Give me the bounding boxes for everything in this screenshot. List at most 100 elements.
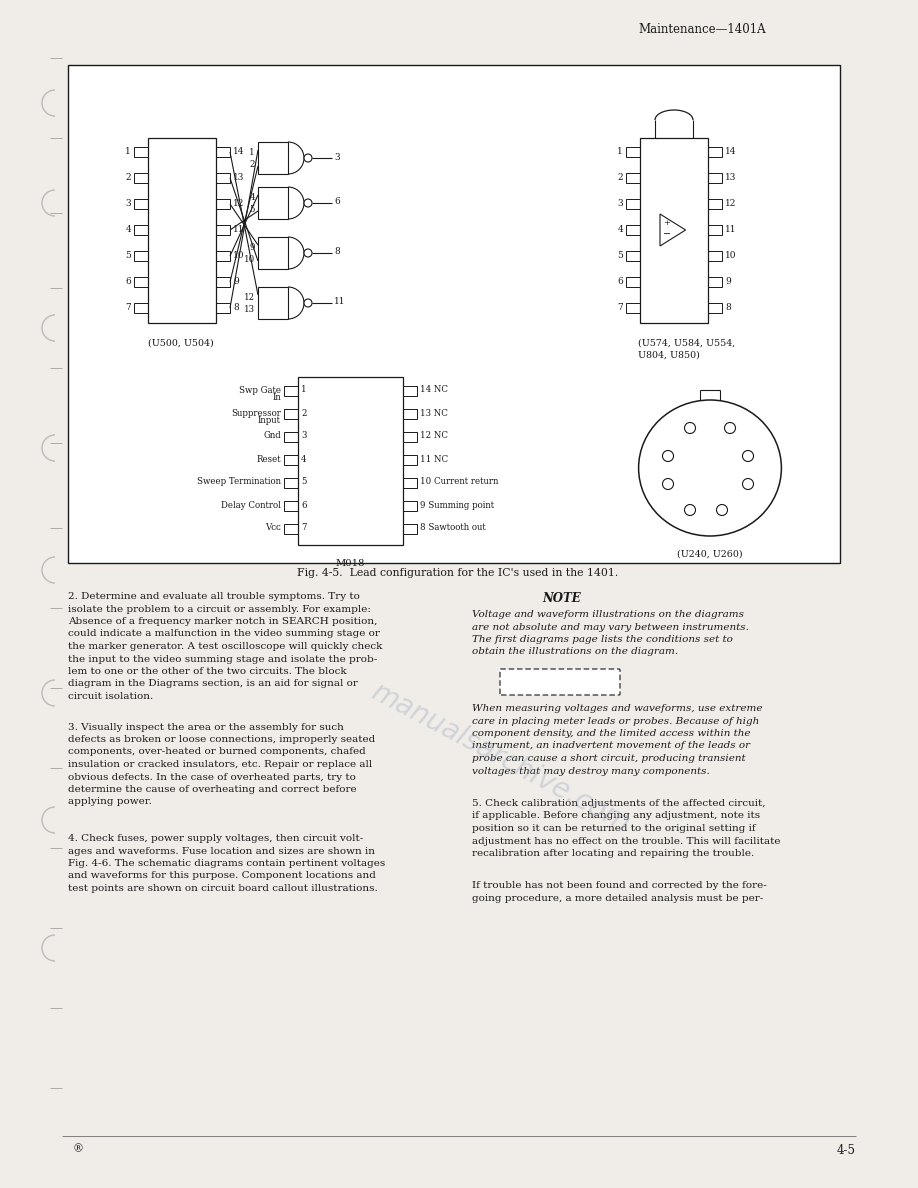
Text: 5: 5 bbox=[617, 251, 623, 259]
Text: 4: 4 bbox=[617, 225, 623, 234]
Bar bbox=[284, 409, 298, 419]
Text: Maintenance—1401A: Maintenance—1401A bbox=[638, 23, 766, 36]
Text: 6: 6 bbox=[334, 197, 340, 207]
Bar bbox=[134, 200, 148, 209]
Text: Absence of a frequency marker notch in SEARCH position,: Absence of a frequency marker notch in S… bbox=[68, 617, 377, 626]
Text: (U574, U584, U554,: (U574, U584, U554, bbox=[638, 339, 735, 348]
Text: 11: 11 bbox=[334, 297, 345, 307]
Text: Swp Gate: Swp Gate bbox=[239, 386, 281, 394]
Text: Fig. 4-5.  Lead configuration for the IC's used in the 1401.: Fig. 4-5. Lead configuration for the IC'… bbox=[297, 568, 619, 579]
Text: M018: M018 bbox=[335, 560, 364, 568]
Bar bbox=[258, 236, 288, 268]
Text: obvious defects. In the case of overheated parts, try to: obvious defects. In the case of overheat… bbox=[68, 772, 356, 782]
Text: 4: 4 bbox=[250, 192, 255, 202]
Text: 4: 4 bbox=[301, 455, 307, 463]
Text: 14: 14 bbox=[725, 146, 736, 156]
Bar bbox=[134, 173, 148, 183]
Bar bbox=[284, 478, 298, 488]
Text: 14 NC: 14 NC bbox=[420, 385, 448, 394]
Text: test points are shown on circuit board callout illustrations.: test points are shown on circuit board c… bbox=[68, 884, 377, 893]
Text: Reset: Reset bbox=[256, 455, 281, 463]
Text: 3: 3 bbox=[126, 198, 131, 208]
Text: 1: 1 bbox=[250, 148, 255, 157]
Bar bbox=[708, 251, 722, 261]
Text: defects as broken or loose connections, improperly seated: defects as broken or loose connections, … bbox=[68, 735, 375, 744]
Bar bbox=[134, 251, 148, 261]
Bar bbox=[626, 200, 640, 209]
Bar bbox=[403, 478, 417, 488]
Text: 8: 8 bbox=[233, 303, 239, 311]
Text: diagram in the Diagrams section, is an aid for signal or: diagram in the Diagrams section, is an a… bbox=[68, 680, 358, 689]
Text: obtain the illustrations on the diagram.: obtain the illustrations on the diagram. bbox=[472, 647, 678, 657]
Text: CAUTION: CAUTION bbox=[528, 675, 592, 688]
Text: the marker generator. A test oscilloscope will quickly check: the marker generator. A test oscilloscop… bbox=[68, 642, 383, 651]
Text: the input to the video summing stage and isolate the prob-: the input to the video summing stage and… bbox=[68, 655, 377, 664]
Bar bbox=[403, 455, 417, 465]
Text: circuit isolation.: circuit isolation. bbox=[68, 691, 153, 701]
Text: 9: 9 bbox=[233, 277, 239, 285]
Text: insulation or cracked insulators, etc. Repair or replace all: insulation or cracked insulators, etc. R… bbox=[68, 760, 373, 769]
Text: 8: 8 bbox=[334, 247, 340, 257]
Text: 7: 7 bbox=[301, 524, 307, 532]
Bar bbox=[708, 303, 722, 312]
Bar bbox=[708, 225, 722, 235]
Bar bbox=[148, 138, 216, 323]
Text: Suppressor: Suppressor bbox=[231, 409, 281, 418]
Bar bbox=[298, 377, 403, 545]
Text: (U240, U260): (U240, U260) bbox=[677, 550, 743, 560]
Circle shape bbox=[663, 479, 674, 489]
Bar bbox=[216, 303, 230, 312]
Bar bbox=[284, 432, 298, 442]
Text: The first diagrams page lists the conditions set to: The first diagrams page lists the condit… bbox=[472, 636, 733, 644]
Text: 7: 7 bbox=[125, 303, 131, 311]
Text: ®: ® bbox=[72, 1144, 83, 1154]
Text: could indicate a malfunction in the video summing stage or: could indicate a malfunction in the vide… bbox=[68, 630, 380, 638]
Bar bbox=[134, 147, 148, 157]
Text: 5: 5 bbox=[301, 478, 307, 487]
Text: 3. Visually inspect the area or the assembly for such: 3. Visually inspect the area or the asse… bbox=[68, 722, 344, 732]
Text: 1: 1 bbox=[617, 146, 623, 156]
Bar bbox=[708, 147, 722, 157]
Bar bbox=[501, 670, 619, 694]
Text: 12: 12 bbox=[233, 198, 244, 208]
Text: 6: 6 bbox=[125, 277, 131, 285]
Text: 10 Current return: 10 Current return bbox=[420, 478, 498, 487]
Circle shape bbox=[304, 299, 312, 307]
Text: determine the cause of overheating and correct before: determine the cause of overheating and c… bbox=[68, 785, 356, 794]
Text: 14: 14 bbox=[233, 146, 244, 156]
Text: 9: 9 bbox=[725, 277, 731, 285]
Bar bbox=[708, 173, 722, 183]
Text: lem to one or the other of the two circuits. The block: lem to one or the other of the two circu… bbox=[68, 666, 347, 676]
Text: are not absolute and may vary between instruments.: are not absolute and may vary between in… bbox=[472, 623, 749, 632]
Bar bbox=[626, 225, 640, 235]
Bar bbox=[216, 200, 230, 209]
Text: 11: 11 bbox=[725, 225, 736, 234]
Text: Sweep Termination: Sweep Termination bbox=[197, 478, 281, 487]
Bar bbox=[403, 501, 417, 511]
Text: components, over-heated or burned components, chafed: components, over-heated or burned compon… bbox=[68, 747, 365, 757]
Bar bbox=[284, 501, 298, 511]
Bar bbox=[68, 65, 840, 563]
Bar bbox=[134, 303, 148, 312]
Text: 3: 3 bbox=[618, 198, 623, 208]
Circle shape bbox=[304, 154, 312, 162]
Text: 5. Check calibration adjustments of the affected circuit,: 5. Check calibration adjustments of the … bbox=[472, 800, 766, 808]
Text: 2: 2 bbox=[126, 172, 131, 182]
Bar bbox=[626, 277, 640, 287]
Bar bbox=[403, 386, 417, 396]
Bar bbox=[626, 173, 640, 183]
Bar bbox=[640, 138, 708, 323]
Text: 11: 11 bbox=[233, 225, 244, 234]
Text: 1: 1 bbox=[301, 385, 307, 394]
Text: 10: 10 bbox=[244, 255, 255, 264]
Bar bbox=[626, 251, 640, 261]
Circle shape bbox=[743, 450, 754, 461]
Text: 13: 13 bbox=[725, 172, 736, 182]
Text: instrument, an inadvertent movement of the leads or: instrument, an inadvertent movement of t… bbox=[472, 741, 750, 751]
Bar bbox=[403, 524, 417, 533]
Text: If trouble has not been found and corrected by the fore-: If trouble has not been found and correc… bbox=[472, 881, 767, 891]
Text: 9: 9 bbox=[250, 244, 255, 252]
Text: voltages that may destroy many components.: voltages that may destroy many component… bbox=[472, 766, 710, 776]
Bar bbox=[216, 173, 230, 183]
Bar bbox=[284, 386, 298, 396]
